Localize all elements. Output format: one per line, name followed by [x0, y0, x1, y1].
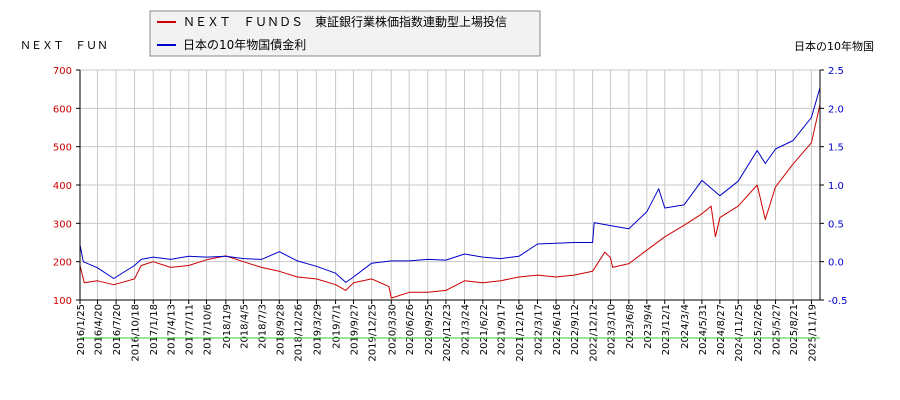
x-tick-label: 2017/4/13 — [167, 304, 178, 355]
x-tick-label: 2016/10/18 — [130, 304, 141, 362]
x-tick-label: 2021/6/22 — [479, 304, 490, 355]
legend-label-series-1: ＮＥＸＴ ＦＵＮＤＳ 東証銀行業株価指数連動型上場投信 — [183, 14, 507, 29]
x-tick-label: 2018/1/9 — [222, 304, 233, 349]
x-tick-label: 2020/12/23 — [442, 304, 453, 362]
x-tick-label: 2018/9/28 — [275, 304, 286, 355]
right-y-tick-label: 2.0 — [828, 104, 844, 115]
x-tick-label: 2017/10/6 — [202, 304, 213, 355]
x-tick-label: 2020/3/30 — [387, 304, 398, 355]
x-tick-label: 2024/11/25 — [734, 304, 745, 362]
x-tick-label: 2023/9/4 — [643, 304, 654, 349]
x-tick-label: 2024/8/27 — [716, 304, 727, 355]
x-tick-label: 2019/9/27 — [350, 304, 361, 355]
x-tick-label: 2025/11/19 — [807, 304, 818, 362]
left-axis-title: ＮＥＸＴ ＦＵＮ — [20, 39, 108, 52]
right-axis-title: 日本の10年物国 — [794, 39, 874, 53]
right-y-tick-label: 2.5 — [828, 66, 844, 77]
x-tick-label: 2023/12/1 — [661, 304, 672, 355]
x-tick-label: 2023/3/10 — [607, 304, 618, 355]
x-tick-label: 2018/7/3 — [258, 304, 269, 349]
x-ticks: 2016/1/25 2016/4/20 2016/7/20 2016/10/18 201… — [76, 300, 818, 362]
x-tick-label: 2021/3/24 — [460, 304, 471, 355]
left-y-tick-label: 300 — [53, 219, 72, 230]
left-y-ticks: 100 200 300 400 500 600 700 — [53, 66, 80, 307]
right-y-tick-label: 1.5 — [828, 143, 844, 154]
right-y-tick-label: 1.0 — [828, 181, 844, 192]
left-y-tick-label: 600 — [53, 104, 72, 115]
x-tick-label: 2022/6/16 — [552, 304, 563, 355]
x-tick-label: 2017/1/18 — [149, 304, 160, 355]
grid-lines — [79, 69, 820, 301]
left-y-tick-label: 700 — [53, 66, 72, 77]
right-y-tick-label: 0.5 — [828, 219, 844, 230]
x-tick-label: 2016/4/20 — [94, 304, 105, 355]
x-tick-label: 2020/9/25 — [424, 304, 435, 355]
x-tick-label: 2019/7/1 — [332, 304, 343, 349]
x-tick-label: 2016/7/20 — [112, 304, 123, 355]
right-y-tick-label: -0.5 — [828, 296, 848, 307]
left-y-tick-label: 400 — [53, 181, 72, 192]
left-y-tick-label: 100 — [53, 296, 72, 307]
series-line-2 — [79, 87, 821, 283]
x-tick-label: 2022/9/12 — [570, 304, 581, 355]
x-tick-label: 2022/3/17 — [534, 304, 545, 355]
right-y-tick-label: 0.0 — [828, 258, 844, 269]
x-tick-label: 2022/12/12 — [589, 304, 600, 362]
x-tick-label: 2017/7/11 — [185, 304, 196, 355]
x-tick-label: 2019/12/25 — [368, 304, 379, 362]
x-tick-label: 2024/5/31 — [698, 304, 709, 355]
left-y-tick-label: 200 — [53, 258, 72, 269]
x-tick-label: 2021/12/16 — [515, 304, 526, 362]
legend: ＮＥＸＴ ＦＵＮＤＳ 東証銀行業株価指数連動型上場投信 日本の10年物国債金利 — [149, 10, 541, 57]
x-tick-label: 2025/8/21 — [789, 304, 800, 355]
x-tick-label: 2024/3/4 — [680, 304, 691, 349]
right-y-ticks: -0.5 0.0 0.5 1.0 1.5 2.0 2.5 — [820, 66, 848, 307]
x-tick-label: 2018/4/5 — [239, 304, 250, 349]
series-line-1 — [79, 104, 821, 299]
x-tick-label: 2021/9/17 — [497, 304, 508, 355]
x-tick-label: 2023/6/8 — [625, 304, 636, 349]
x-tick-label: 2025/2/26 — [753, 304, 764, 355]
legend-label-series-2: 日本の10年物国債金利 — [183, 37, 306, 52]
series-lines — [79, 87, 821, 299]
x-tick-label: 2016/1/25 — [76, 304, 87, 355]
x-tick-label: 2025/5/27 — [772, 304, 783, 355]
x-tick-label: 2018/12/26 — [293, 304, 304, 362]
legend-box — [149, 10, 541, 57]
x-tick-label: 2019/3/29 — [312, 304, 323, 355]
x-tick-label: 2020/6/26 — [405, 304, 416, 355]
left-y-tick-label: 500 — [53, 143, 72, 154]
